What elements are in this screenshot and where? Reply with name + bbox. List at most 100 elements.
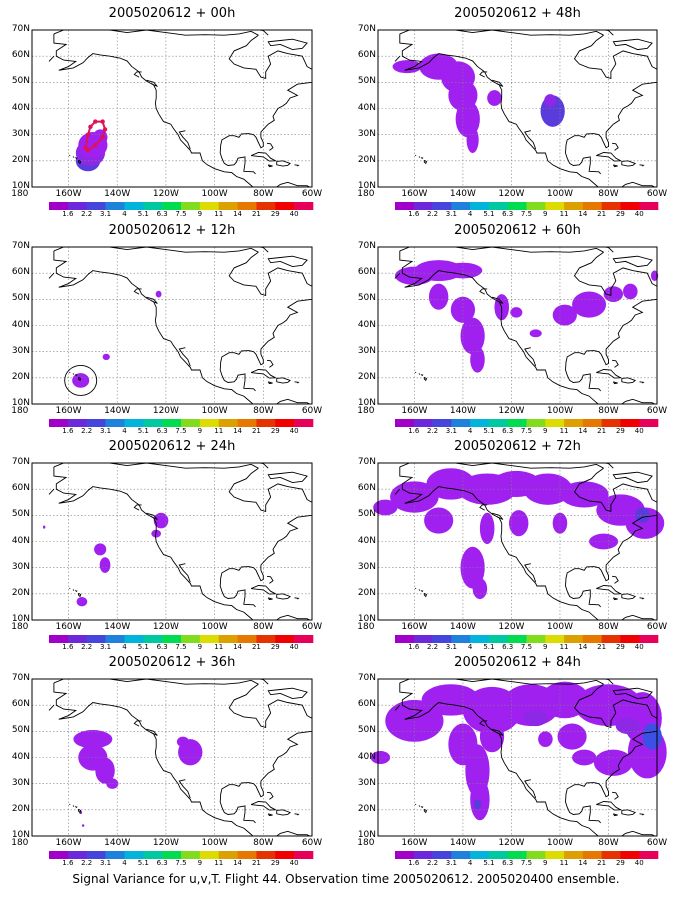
coastline bbox=[178, 563, 191, 583]
coastline bbox=[399, 33, 599, 187]
panel-title: 2005020612 + 24h bbox=[108, 439, 236, 454]
coastline-layer bbox=[48, 247, 312, 404]
y-tick-label: 30N bbox=[11, 128, 30, 139]
coastline bbox=[394, 488, 401, 495]
x-tick-label: 60W bbox=[301, 189, 323, 199]
colorbar-label: 14 bbox=[233, 643, 243, 651]
colorbar-label: 29 bbox=[615, 859, 625, 867]
coastline bbox=[639, 381, 645, 384]
coastline bbox=[418, 589, 421, 591]
variance-region bbox=[479, 720, 505, 753]
colorbar-segment bbox=[275, 851, 295, 859]
y-tick-label: 70N bbox=[357, 457, 376, 467]
colorbar-segment bbox=[86, 419, 106, 427]
coastline bbox=[612, 142, 619, 151]
colorbar-label: 6.3 bbox=[156, 210, 168, 218]
colorbar-segment bbox=[470, 635, 490, 643]
colorbar-label: 40 bbox=[634, 210, 644, 218]
map-frame bbox=[31, 462, 313, 621]
colorbar-label: 4 bbox=[467, 210, 473, 218]
colorbar-segment bbox=[582, 202, 602, 210]
y-tick-label: 70N bbox=[11, 241, 30, 251]
coastline-layer bbox=[48, 679, 312, 836]
colorbar-segment bbox=[181, 202, 201, 210]
coastline bbox=[69, 803, 71, 805]
map-frame bbox=[377, 462, 658, 621]
y-tick-label: 30N bbox=[357, 777, 376, 788]
y-tick-label: 40N bbox=[357, 319, 376, 330]
colorbar-label: 2.2 bbox=[81, 859, 93, 867]
colorbar-segment bbox=[545, 851, 565, 859]
colorbar-label: 4 bbox=[467, 643, 473, 651]
coastline bbox=[294, 164, 300, 167]
y-tick-label: 60N bbox=[357, 50, 376, 61]
variance-region bbox=[94, 543, 107, 556]
variance-region bbox=[559, 481, 609, 508]
track-point bbox=[85, 148, 91, 153]
colorbar-label: 40 bbox=[289, 859, 299, 867]
colorbar-label: 29 bbox=[615, 643, 625, 651]
y-tick-label: 10N bbox=[11, 398, 30, 408]
colorbar-label: 11 bbox=[214, 427, 224, 435]
colorbar-label: 3.1 bbox=[445, 427, 457, 435]
colorbar-segment bbox=[639, 202, 659, 210]
colorbar-segment bbox=[237, 419, 257, 427]
coastline-layer bbox=[394, 30, 657, 187]
colorbar-label: 7.5 bbox=[175, 427, 187, 435]
y-tick-label: 30N bbox=[11, 777, 30, 788]
coastline bbox=[524, 130, 537, 150]
coastline bbox=[250, 369, 278, 379]
variance-region bbox=[593, 749, 633, 776]
x-tick-label: 80W bbox=[598, 622, 619, 632]
x-tick-label: 120W bbox=[498, 622, 525, 632]
colorbar-label: 9 bbox=[543, 427, 548, 435]
coastline bbox=[69, 371, 71, 373]
coastline bbox=[414, 154, 417, 157]
colorbar-label: 21 bbox=[597, 643, 607, 651]
colorbar-segment bbox=[218, 419, 238, 427]
colorbar-segment bbox=[124, 635, 144, 643]
coastline bbox=[276, 377, 291, 384]
colorbar-segment bbox=[601, 419, 621, 427]
colorbar-segment bbox=[395, 419, 415, 427]
coastline bbox=[239, 30, 269, 36]
coastline bbox=[621, 160, 637, 167]
coastline bbox=[565, 683, 657, 824]
colorbar-segment bbox=[86, 202, 106, 210]
colorbar-label: 14 bbox=[233, 859, 243, 867]
x-tick-label: 60W bbox=[646, 622, 668, 632]
colorbar-segment bbox=[67, 635, 88, 643]
coastline bbox=[612, 597, 618, 601]
coastline bbox=[178, 779, 191, 799]
y-tick-label: 70N bbox=[11, 457, 30, 467]
coastline bbox=[565, 34, 657, 175]
coastline bbox=[491, 79, 504, 87]
y-tick-label: 60N bbox=[357, 267, 376, 278]
colorbar-segment bbox=[105, 419, 125, 427]
colorbar-label: 5.1 bbox=[137, 210, 149, 218]
colorbar-label: 6.3 bbox=[502, 210, 514, 218]
colorbar-label: 9 bbox=[543, 210, 548, 218]
coastline bbox=[146, 79, 158, 87]
coastline bbox=[239, 247, 269, 253]
coastline bbox=[133, 71, 142, 78]
y-tick-label: 70N bbox=[11, 673, 30, 683]
x-tick-label: 160W bbox=[55, 406, 82, 416]
track-point bbox=[85, 132, 91, 137]
x-tick-label: 160W bbox=[401, 622, 428, 632]
y-tick-label: 40N bbox=[11, 102, 30, 113]
coastline bbox=[267, 597, 273, 601]
colorbar-label: 6.3 bbox=[156, 427, 168, 435]
y-tick-label: 50N bbox=[357, 725, 376, 736]
x-tick-label: 120W bbox=[152, 622, 179, 632]
y-tick-label: 50N bbox=[11, 293, 30, 304]
colorbar-label: 6.3 bbox=[156, 643, 168, 651]
colorbar-label: 4 bbox=[122, 210, 127, 218]
colorbar-label: 11 bbox=[559, 859, 569, 867]
coastline bbox=[294, 813, 300, 816]
colorbar-segment bbox=[470, 419, 490, 427]
y-tick-label: 20N bbox=[11, 371, 30, 382]
variance-region bbox=[42, 525, 46, 529]
colorbar-segment bbox=[432, 635, 452, 643]
colorbar-label: 2.2 bbox=[81, 210, 93, 218]
